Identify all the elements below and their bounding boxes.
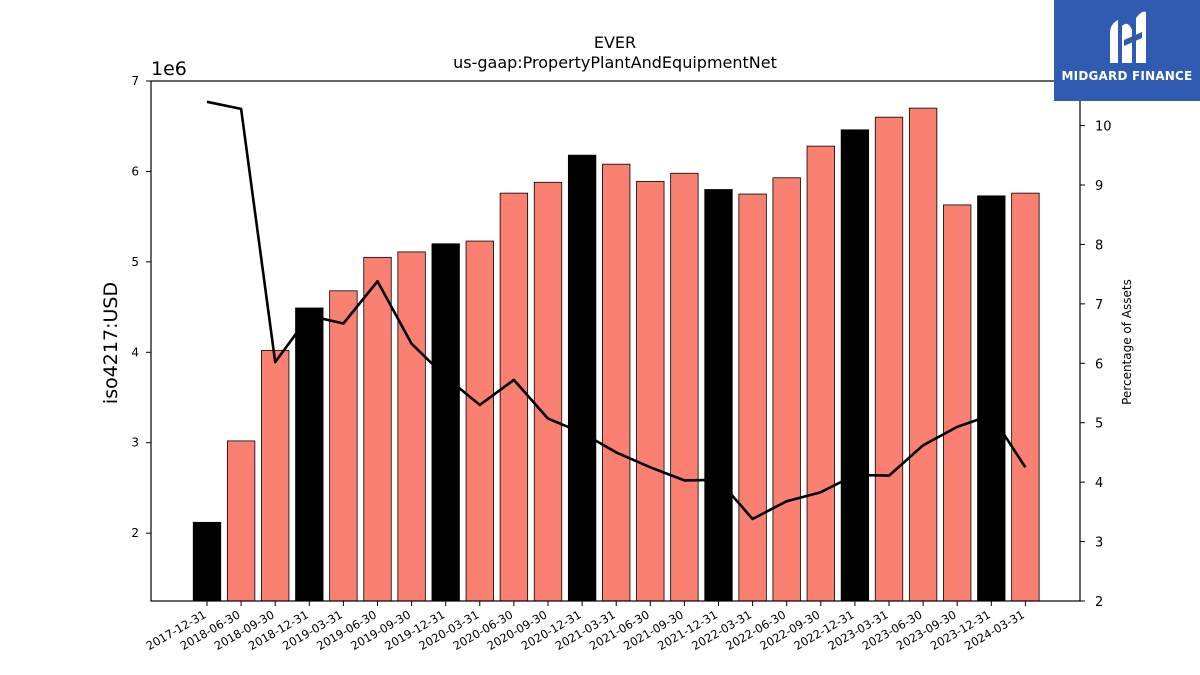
bar: [363, 256, 392, 602]
y2-tick-label: 6: [1095, 357, 1103, 372]
bar: [840, 129, 870, 602]
y-tick-label: 6: [131, 164, 139, 178]
bar: [704, 189, 733, 602]
chart-title: EVER: [594, 33, 636, 52]
y-tick-label: 4: [131, 345, 139, 359]
y-axis-label: iso4217:USD: [100, 282, 122, 404]
midgard-finance-logo: MIDGARD FINANCE: [1054, 0, 1200, 101]
y2-tick-label: 7: [1095, 298, 1103, 313]
bar: [977, 195, 1006, 602]
line-group: [206, 100, 1027, 521]
bar: [192, 521, 222, 602]
bar: [567, 154, 597, 602]
bar: [738, 193, 767, 602]
bar: [261, 350, 290, 602]
bar: [772, 177, 801, 602]
chart-subtitle: us-gaap:PropertyPlantAndEquipmentNet: [453, 53, 777, 72]
bar: [670, 172, 699, 602]
bar: [499, 192, 529, 602]
bar: [226, 440, 256, 602]
y-tick-label: 3: [131, 436, 139, 450]
percentage-line: [206, 100, 1027, 521]
bar: [431, 243, 460, 602]
y2-tick-label: 8: [1095, 238, 1103, 253]
y2-tick-label: 5: [1095, 417, 1103, 432]
y2-axis-label: Percentage of Assets: [1120, 279, 1134, 405]
bar: [943, 204, 972, 602]
y-tick-label: 2: [131, 526, 139, 540]
y2-tick-label: 10: [1095, 120, 1112, 135]
y-tick-label: 5: [131, 255, 139, 269]
bar: [329, 290, 358, 602]
y2-tick-label: 2: [1095, 595, 1103, 610]
bar: [397, 251, 426, 602]
plot-frame: [150, 80, 1081, 602]
bar: [636, 180, 665, 602]
bar: [533, 181, 563, 602]
logo-mark-icon: [1110, 11, 1146, 64]
bars-group: [192, 107, 1040, 602]
bar: [1011, 192, 1040, 602]
y-offset-label: 1e6: [151, 58, 187, 80]
bar: [874, 116, 904, 602]
y2-tick-label: 3: [1095, 536, 1103, 551]
bar: [806, 145, 835, 602]
bar: [908, 107, 938, 602]
logo-text: MIDGARD FINANCE: [1061, 69, 1193, 83]
bar: [465, 240, 494, 602]
y2-tick-label: 4: [1095, 476, 1103, 491]
y-tick-label: 7: [131, 74, 139, 88]
bar: [602, 163, 631, 602]
y2-tick-label: 9: [1095, 179, 1103, 194]
bar: [295, 307, 324, 602]
